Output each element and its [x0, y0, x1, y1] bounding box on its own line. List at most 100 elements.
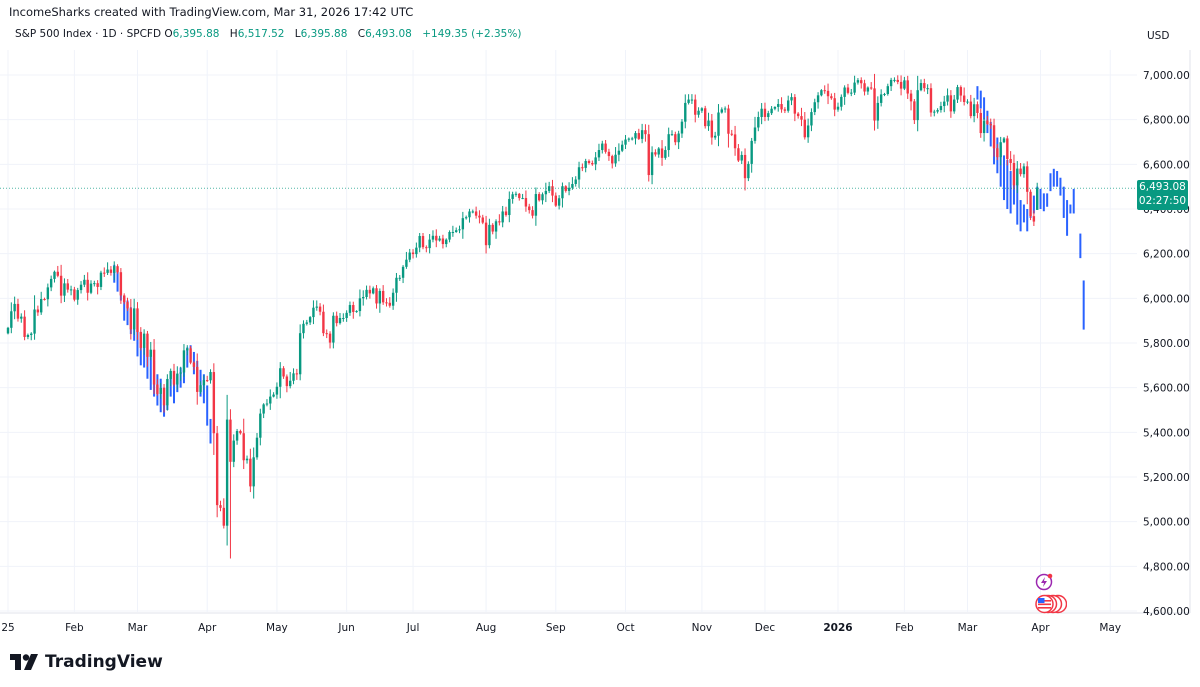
candle [1032, 210, 1036, 227]
candle-body [76, 290, 79, 300]
candle [926, 84, 929, 95]
candle [322, 304, 325, 337]
candle-body [863, 83, 866, 92]
y-tick-label: 5,800.00 [1143, 338, 1190, 350]
candle [740, 151, 743, 165]
candle-body [996, 148, 999, 158]
candle-body [451, 232, 455, 234]
candle [146, 330, 149, 367]
candle-body [428, 239, 431, 249]
candle-body [933, 111, 936, 113]
candle-body [939, 106, 943, 111]
candle-body [700, 108, 704, 111]
candle-body [295, 373, 299, 375]
candle-body [1026, 166, 1029, 192]
candle [856, 78, 860, 85]
candle [265, 399, 269, 407]
candle-body [687, 99, 690, 103]
candle-body [1012, 162, 1016, 186]
candle-body [601, 143, 604, 151]
candle-body [787, 100, 790, 111]
candle-body [723, 108, 727, 110]
x-tick-label: Nov [692, 622, 713, 634]
candle-body [979, 112, 982, 134]
candle-body [96, 283, 99, 287]
candle [484, 215, 488, 254]
currency-label[interactable]: USD [1147, 30, 1170, 42]
candle-body [783, 109, 787, 111]
candle-body [46, 287, 50, 300]
candle-body [66, 283, 69, 290]
symbol-label[interactable]: S&P 500 Index · 1D · SPCFD [15, 28, 162, 40]
candle [295, 368, 299, 380]
candle [727, 104, 730, 148]
candle [547, 181, 551, 194]
candle-body [86, 279, 89, 293]
candle-body [680, 121, 684, 134]
candle-body [866, 87, 870, 92]
candle [239, 429, 242, 435]
candle [949, 90, 953, 118]
candle [597, 143, 601, 162]
pattern-bar [1046, 193, 1049, 207]
pattern-bar [116, 271, 119, 292]
candle-body [557, 198, 561, 206]
candle-body [982, 120, 986, 134]
candle [1036, 182, 1039, 210]
candle-body [508, 198, 511, 216]
candle-body [584, 160, 587, 168]
candle [245, 455, 249, 464]
candle-body [1022, 166, 1026, 175]
candle-body [906, 80, 909, 94]
candle-body [614, 154, 617, 164]
candle-body [232, 440, 235, 462]
candle-body [889, 79, 893, 87]
candle [282, 366, 285, 379]
candle-body [916, 90, 919, 121]
chart-credit: IncomeSharks created with TradingView.co… [9, 5, 414, 19]
candle-body [846, 87, 850, 93]
candle [873, 73, 876, 131]
y-tick-label: 5,400.00 [1143, 427, 1190, 439]
us-flag-icon[interactable] [1035, 594, 1068, 618]
candle-body [727, 108, 730, 134]
pattern-bar [1019, 200, 1022, 232]
candle [574, 176, 577, 187]
candle [109, 266, 113, 276]
lightning-icon[interactable] [1035, 573, 1053, 595]
candle [232, 434, 235, 468]
candles [6, 73, 1039, 559]
candle [488, 218, 491, 249]
x-tick-label: Oct [616, 622, 634, 634]
candle [551, 179, 554, 203]
candle [717, 104, 720, 147]
candle-body [571, 183, 574, 188]
candle-body [169, 370, 172, 379]
candle-body [1016, 168, 1019, 186]
candle [219, 500, 222, 512]
candle [770, 106, 773, 115]
candle [36, 305, 40, 316]
pattern-bar [1079, 233, 1082, 259]
candle [302, 320, 305, 339]
candle-body [876, 102, 880, 121]
candle-body [229, 419, 232, 462]
pattern-bar [1003, 155, 1005, 201]
candle [461, 211, 465, 239]
candle-body [215, 433, 219, 506]
candle-body [318, 306, 322, 312]
candle [76, 287, 79, 305]
candle [1029, 189, 1032, 221]
candle [723, 106, 727, 113]
x-tick-label: Apr [198, 622, 217, 634]
tradingview-logo[interactable]: TradingView [10, 652, 163, 672]
candle [378, 288, 382, 313]
candle-body [780, 104, 783, 110]
candle-body [10, 311, 13, 328]
candle-body [697, 110, 700, 115]
candle [896, 75, 899, 85]
candle-body [73, 289, 76, 300]
candle-body [986, 120, 989, 124]
candle [398, 275, 401, 281]
